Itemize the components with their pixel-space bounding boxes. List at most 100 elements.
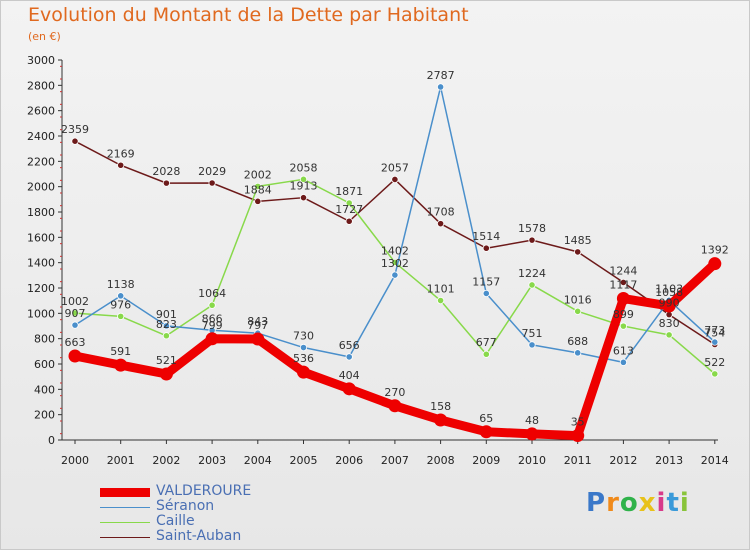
- data-point-saint-auban: [117, 161, 125, 169]
- data-label-caille: 1224: [518, 267, 546, 280]
- x-tick-label: 2013: [655, 454, 683, 467]
- y-tick-label: 2800: [27, 79, 55, 92]
- data-point-valderoure: [205, 332, 219, 346]
- x-tick-label: 2000: [61, 454, 89, 467]
- data-point-valderoure: [159, 367, 173, 381]
- data-label-valderoure: 1058: [655, 286, 683, 299]
- data-label-seranon: 688: [567, 335, 588, 348]
- data-label-valderoure: 270: [384, 386, 405, 399]
- chart-title: Evolution du Montant de la Dette par Hab…: [28, 4, 469, 26]
- x-tick-label: 2006: [335, 454, 363, 467]
- data-point-seranon: [345, 353, 353, 361]
- data-label-seranon: 2787: [427, 69, 455, 82]
- data-point-seranon: [574, 349, 582, 357]
- y-tick-label: 1400: [27, 257, 55, 270]
- data-point-saint-auban: [619, 278, 628, 287]
- logo-letter: t: [666, 488, 680, 518]
- data-point-valderoure: [571, 429, 585, 443]
- data-label-valderoure: 35: [571, 416, 585, 429]
- data-point-valderoure: [616, 292, 630, 306]
- series-layer: [68, 83, 722, 443]
- data-point-seranon: [711, 338, 719, 346]
- x-tick-label: 2002: [152, 454, 180, 467]
- x-tick-label: 2008: [427, 454, 455, 467]
- data-point-caille: [528, 281, 536, 289]
- data-point-seranon: [619, 358, 628, 366]
- data-point-valderoure: [251, 332, 265, 346]
- data-label-seranon: 1302: [381, 257, 409, 270]
- data-label-seranon: 751: [522, 327, 543, 340]
- data-label-caille: 2058: [290, 161, 318, 174]
- data-label-saint-auban: 1578: [518, 222, 546, 235]
- y-tick-label: 2600: [27, 105, 55, 118]
- data-label-saint-auban: 754: [704, 326, 725, 339]
- data-label-valderoure: 404: [339, 369, 360, 382]
- y-tick-label: 200: [34, 409, 55, 422]
- data-label-valderoure: 65: [479, 412, 493, 425]
- data-label-caille: 1402: [381, 244, 409, 257]
- data-point-caille: [665, 331, 673, 339]
- y-tick-label: 1200: [27, 282, 55, 295]
- logo-letter: i: [656, 488, 667, 518]
- data-point-caille: [436, 296, 445, 305]
- data-point-caille: [619, 322, 628, 330]
- logo-letter: x: [638, 488, 657, 518]
- series-valderoure: [68, 257, 722, 443]
- legend-label-saint-auban: Saint-Auban: [156, 528, 242, 544]
- legend-label-seranon: Séranon: [156, 498, 215, 514]
- y-tick-label: 2000: [27, 181, 55, 194]
- data-label-valderoure: 1117: [609, 279, 637, 292]
- data-point-saint-auban: [482, 244, 490, 252]
- data-label-caille: 1064: [198, 287, 226, 300]
- data-point-saint-auban: [391, 175, 399, 184]
- data-label-caille: 2002: [244, 168, 272, 181]
- data-label-saint-auban: 1708: [427, 206, 455, 219]
- data-point-valderoure: [388, 399, 402, 413]
- y-tick-label: 1000: [27, 307, 55, 320]
- data-point-caille: [71, 309, 79, 317]
- data-label-saint-auban: 2028: [152, 165, 180, 178]
- chart-subtitle: (en €): [28, 30, 61, 43]
- x-tick-label: 2010: [518, 454, 546, 467]
- legend-label-caille: Caille: [156, 513, 195, 529]
- data-label-saint-auban: 1884: [244, 183, 272, 196]
- x-tick-label: 2001: [107, 454, 135, 467]
- x-tick-label: 2005: [290, 454, 318, 467]
- data-label-saint-auban: 2169: [107, 147, 135, 160]
- data-label-saint-auban: 1485: [564, 234, 592, 247]
- data-label-valderoure: 797: [247, 319, 268, 332]
- data-label-valderoure: 1392: [701, 244, 729, 257]
- data-label-saint-auban: 990: [659, 297, 680, 310]
- y-tick-label: 1600: [27, 231, 55, 244]
- data-label-saint-auban: 2029: [198, 165, 226, 178]
- logo-letter: i: [679, 488, 690, 518]
- data-label-valderoure: 521: [156, 354, 177, 367]
- data-point-seranon: [71, 321, 79, 329]
- data-label-seranon: 901: [156, 308, 177, 321]
- data-point-caille: [117, 312, 125, 320]
- data-label-caille: 1016: [564, 293, 592, 306]
- data-point-saint-auban: [254, 197, 262, 205]
- data-point-valderoure: [114, 358, 128, 372]
- data-point-caille: [208, 301, 216, 309]
- data-label-caille: 976: [110, 298, 131, 311]
- data-point-valderoure: [708, 257, 722, 271]
- data-label-caille: 830: [659, 317, 680, 330]
- data-label-saint-auban: 1514: [472, 230, 500, 243]
- legend-swatch-valderoure: [100, 488, 150, 497]
- data-point-saint-auban: [71, 137, 79, 145]
- x-tick-label: 2012: [609, 454, 637, 467]
- data-point-seranon: [117, 292, 125, 300]
- data-label-caille: 899: [613, 308, 634, 321]
- data-label-seranon: 1103: [655, 282, 683, 295]
- data-label-seranon: 730: [293, 330, 314, 343]
- data-label-saint-auban: 2359: [61, 123, 89, 136]
- x-tick-label: 2014: [701, 454, 729, 467]
- data-label-seranon: 907: [65, 307, 86, 320]
- data-point-seranon: [299, 343, 308, 352]
- data-point-saint-auban: [574, 248, 582, 256]
- series-caille: [71, 175, 719, 378]
- y-tick-label: 2400: [27, 130, 55, 143]
- x-tick-label: 2004: [244, 454, 272, 467]
